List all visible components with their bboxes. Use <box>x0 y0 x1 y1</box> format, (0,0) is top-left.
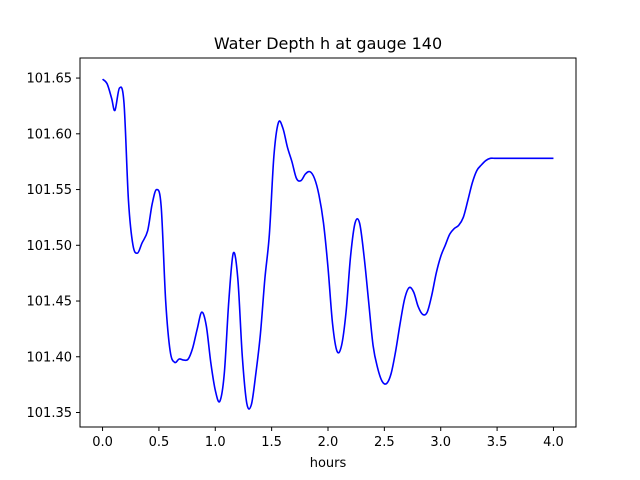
y-axis: 101.35 101.40 101.45 101.50 101.55 101.60 101.… <box>27 72 80 421</box>
x-axis: 0.0 0.5 1.0 1.5 2.0 2.5 3.0 3.5 4.0 <box>92 427 564 450</box>
chart-title: Water Depth h at gauge 140 <box>214 34 442 53</box>
y-tick-label: 101.35 <box>27 406 73 421</box>
x-tick-label: 1.0 <box>205 435 226 450</box>
plot-frame <box>79 57 577 428</box>
y-tick-label: 101.45 <box>27 295 73 310</box>
y-tick-label: 101.60 <box>27 127 73 142</box>
plot-area <box>101 78 554 410</box>
y-tick-label: 101.40 <box>27 350 73 365</box>
series-line <box>101 78 554 410</box>
y-tick-label: 101.50 <box>27 239 73 254</box>
x-tick-label: 0.0 <box>92 435 113 450</box>
x-tick-label: 1.5 <box>261 435 282 450</box>
x-tick-label: 4.0 <box>543 435 564 450</box>
y-tick-label: 101.65 <box>27 72 73 87</box>
x-tick-label: 3.5 <box>487 435 508 450</box>
x-tick-label: 3.0 <box>430 435 451 450</box>
x-tick-label: 2.0 <box>318 435 339 450</box>
y-tick-label: 101.55 <box>27 183 73 198</box>
x-axis-label: hours <box>310 456 347 471</box>
x-tick-label: 2.5 <box>374 435 395 450</box>
x-tick-label: 0.5 <box>149 435 170 450</box>
